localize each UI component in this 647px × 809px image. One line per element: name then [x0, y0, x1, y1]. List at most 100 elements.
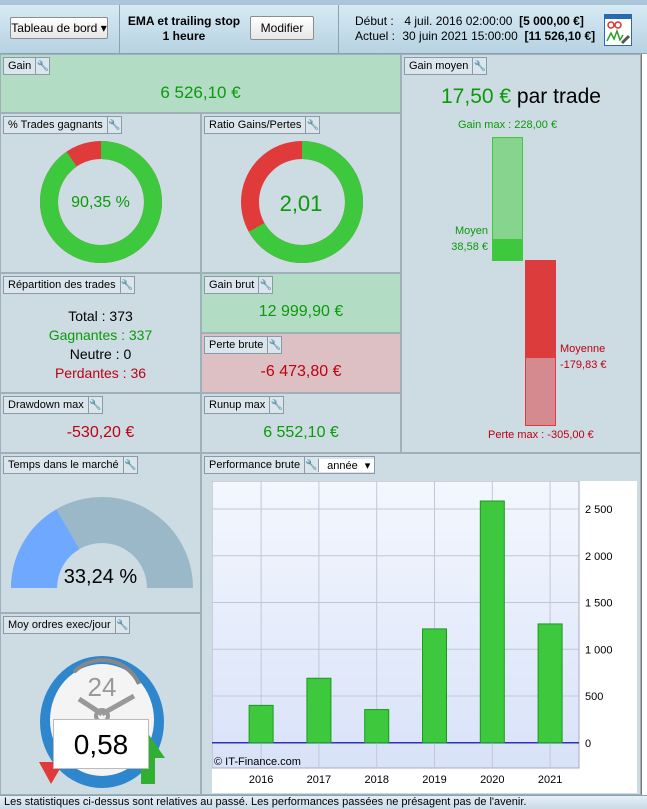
performance-title: Performance brute: [209, 459, 301, 471]
wrench-icon[interactable]: 🔧: [114, 617, 129, 633]
runup-value: 6 552,10 €: [263, 424, 339, 441]
ratio-panel: Ratio Gains/Pertes 🔧 2,01: [201, 113, 401, 273]
drawdown-title: Drawdown max: [8, 399, 84, 411]
avg-gain-title: Gain moyen: [409, 60, 469, 72]
neutral-trades: Neutre : 0: [69, 346, 132, 362]
avg-label: Moyen: [454, 225, 488, 237]
y-tick-label: 2 000: [585, 551, 613, 563]
drawdown-value: -530,20 €: [66, 424, 135, 441]
start-capital: [5 000,00 €]: [519, 14, 584, 28]
time-in-market-panel: Temps dans le marché 🔧 33,24 %: [0, 453, 201, 613]
gross-gain-panel: Gain brut 🔧 12 999,90 €: [201, 273, 401, 333]
max-loss-label: Perte max : -305,00 €: [488, 429, 594, 441]
ratio-value: 2,01: [279, 191, 323, 216]
win-rate-value: 90,35 %: [71, 194, 130, 211]
wrench-icon[interactable]: 🔧: [269, 397, 283, 413]
bar-2018: [364, 709, 390, 744]
ratio-title: Ratio Gains/Pertes: [209, 119, 302, 131]
report-settings-icon[interactable]: [604, 14, 632, 46]
y-tick-label: 500: [585, 691, 603, 703]
wrench-icon[interactable]: 🔧: [305, 117, 319, 133]
time-in-market-gauge: [11, 497, 193, 588]
avg-loss-label: Moyenne: [560, 343, 606, 355]
performance-chart: 0 500 1 000 1 500 2 000 2 500 2016 2017 2018 2019…: [212, 481, 637, 793]
losing-trades: Perdantes : 36: [54, 365, 147, 381]
distribution-panel: Répartition des trades 🔧 Total : 373 Gagn…: [0, 273, 201, 393]
gain-panel: Gain 🔧 6 526,10 €: [0, 54, 401, 113]
avg-value: 38,58 €: [451, 241, 488, 253]
max-gain-label: Gain max : 228,00 €: [458, 119, 558, 131]
gain-title: Gain: [8, 60, 32, 72]
header-toolbar: Tableau de bord ▾ EMA et trailing stop 1…: [0, 0, 647, 54]
drawdown-panel: Drawdown max 🔧 -530,20 €: [0, 393, 201, 453]
copyright: © IT-Finance.com: [214, 756, 301, 768]
current-capital: [11 526,10 €]: [524, 29, 596, 43]
wrench-icon[interactable]: 🔧: [122, 457, 137, 473]
gain-tag: Gain 🔧: [3, 57, 51, 75]
x-tick-label: 2020: [480, 774, 504, 786]
period-label: année: [327, 459, 358, 472]
wrench-icon[interactable]: 🔧: [304, 457, 318, 473]
orders-value: 0,58: [53, 719, 149, 769]
view-select[interactable]: Tableau de bord ▾: [10, 17, 108, 39]
win-rate-donut: [40, 141, 162, 263]
strategy-name: EMA et trailing stop: [127, 14, 241, 28]
win-rate-title: % Trades gagnants: [8, 119, 103, 131]
gain-value: 6 526,10 €: [160, 83, 241, 102]
avg-loss-value: -179,83 €: [560, 359, 607, 371]
bar-2019: [422, 628, 448, 744]
wrench-icon[interactable]: 🔧: [472, 58, 486, 74]
gross-loss-panel: Perte brute 🔧 -6 473,80 €: [201, 333, 401, 393]
wrench-icon[interactable]: 🔧: [258, 277, 272, 293]
wrench-icon[interactable]: 🔧: [106, 117, 121, 133]
y-tick-label: 1 000: [585, 644, 613, 656]
clock-label: 24: [88, 672, 117, 702]
x-tick-label: 2016: [249, 774, 273, 786]
time-in-market-value: 33,24 %: [63, 566, 138, 588]
footer-disclaimer: Les statistiques ci-dessus sont relative…: [0, 795, 647, 808]
gross-loss-value: -6 473,80 €: [260, 363, 342, 380]
modify-button[interactable]: Modifier: [250, 16, 314, 40]
start-label: Début :: [355, 14, 394, 28]
wrench-icon[interactable]: 🔧: [87, 397, 102, 413]
y-tick-label: 0: [585, 738, 591, 750]
runup-panel: Runup max 🔧 6 552,10 €: [201, 393, 401, 453]
wrench-icon[interactable]: 🔧: [35, 58, 49, 74]
wrench-icon[interactable]: 🔧: [267, 337, 281, 353]
start-date: 4 juil. 2016 02:00:00: [404, 14, 513, 28]
wrench-icon[interactable]: 🔧: [119, 277, 134, 293]
runup-title: Runup max: [209, 399, 266, 411]
winning-trades: Gagnantes : 337: [48, 327, 153, 343]
avg-loss-bar: [525, 260, 556, 358]
gross-gain-value: 12 999,90 €: [258, 303, 344, 320]
bar-2016: [248, 704, 274, 744]
current-label: Actuel :: [355, 29, 396, 43]
orders-panel: Moy ordres exec/jour 🔧 24 0,58: [0, 613, 201, 795]
timeframe: 1 heure: [162, 29, 206, 43]
background-window-edge: [641, 54, 647, 795]
total-trades: Total : 373: [68, 308, 133, 324]
bar-2020: [479, 500, 505, 744]
x-tick-label: 2021: [538, 774, 562, 786]
time-in-market-title: Temps dans le marché: [8, 459, 119, 471]
x-tick-label: 2017: [307, 774, 331, 786]
bar-2017: [306, 677, 332, 744]
y-tick-label: 2 500: [585, 504, 613, 516]
orders-title: Moy ordres exec/jour: [8, 619, 111, 631]
avg-gain-suffix: par trade: [516, 85, 601, 108]
y-tick-label: 1 500: [585, 598, 613, 610]
gross-loss-title: Perte brute: [209, 339, 264, 351]
win-rate-panel: % Trades gagnants 🔧 90,35 %: [0, 113, 201, 273]
gross-gain-title: Gain brut: [209, 279, 255, 291]
current-date: 30 juin 2021 15:00:00: [402, 29, 518, 43]
performance-panel: Performance brute 🔧 année ▾ 0 500 1 000 1 500…: [201, 453, 641, 795]
period-select[interactable]: année ▾: [318, 458, 375, 472]
avg-gain-value: 17,50 €: [441, 85, 512, 108]
avg-gain-panel: Gain moyen 🔧 17,50 € par trade Gain max :…: [401, 54, 641, 453]
distribution-title: Répartition des trades: [8, 279, 116, 291]
x-tick-label: 2019: [422, 774, 446, 786]
view-select-label: Tableau de bord: [11, 21, 98, 35]
ratio-donut: [241, 141, 363, 263]
bar-2021: [537, 623, 563, 744]
avg-gain-bar: [492, 239, 523, 261]
